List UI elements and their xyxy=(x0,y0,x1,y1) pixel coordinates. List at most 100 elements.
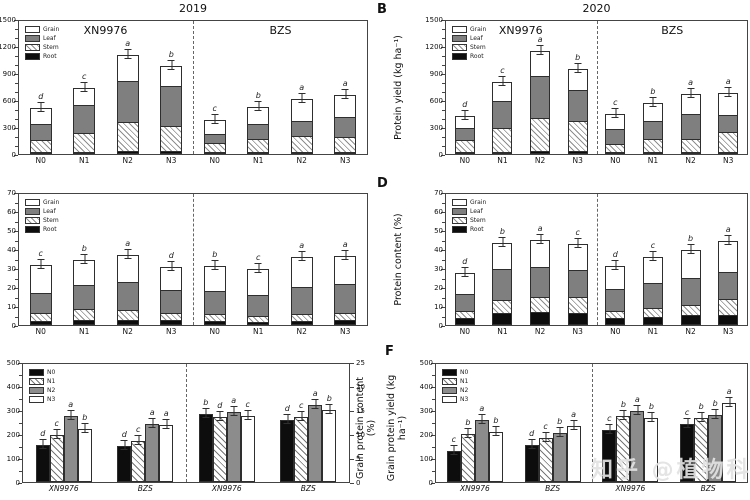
segment-stem xyxy=(291,313,312,322)
bar-n0 xyxy=(117,446,132,482)
segment-stem xyxy=(30,312,51,322)
panel-letter-F: F xyxy=(385,344,394,359)
error-bar xyxy=(148,418,156,429)
stacked-bar-n1 xyxy=(247,268,270,325)
segment-root xyxy=(493,151,512,153)
legend-swatch-n2-icon xyxy=(442,387,457,394)
sig-letter: d xyxy=(168,251,174,261)
legend-swatch-root-icon xyxy=(452,53,467,60)
segment-grain xyxy=(493,83,512,101)
legend-item: Grain xyxy=(452,26,486,33)
y-tick-label: 900 xyxy=(2,70,16,78)
error-bar xyxy=(461,110,469,121)
segment-leaf xyxy=(204,134,225,144)
bar-slot: c xyxy=(294,364,309,482)
error-bar xyxy=(341,249,349,260)
bar-slot: a xyxy=(159,364,174,482)
y-tick xyxy=(14,269,18,270)
legend: Grain Leaf Stem Root xyxy=(452,199,486,233)
segment-root xyxy=(74,320,95,324)
y-minor-tick xyxy=(15,278,18,280)
x-tick-label: N3 xyxy=(572,156,583,165)
segment-grain xyxy=(606,267,625,290)
half-left: d c a b XN9976 d c a a BZS xyxy=(23,364,186,493)
segment-stem xyxy=(455,139,474,153)
bar-slot: c N3 xyxy=(559,194,597,336)
legend-label: N3 xyxy=(47,396,56,403)
y-minor-tick xyxy=(442,83,445,84)
y-tick-label: 600 xyxy=(2,97,16,105)
half-right: b d a c XN9976 d c a b BZS xyxy=(186,364,349,493)
legend-label: Root xyxy=(43,226,57,233)
half-right: c N0 b N1 a N2 a N3 xyxy=(597,21,748,165)
segment-grain xyxy=(719,242,738,273)
segment-root xyxy=(455,317,474,324)
x-tick-label: N3 xyxy=(722,156,734,165)
legend-item: N2 xyxy=(29,387,55,394)
legend-swatch-root-icon xyxy=(25,53,40,60)
sig-letter: b xyxy=(326,394,332,404)
segment-root xyxy=(291,321,312,324)
y-minor-tick xyxy=(432,447,435,448)
x-tick-label: N3 xyxy=(340,327,351,336)
bar-slot: c xyxy=(131,364,146,482)
y-minor-tick xyxy=(442,29,445,30)
stacked-bar-n3 xyxy=(718,241,739,325)
error-bar xyxy=(211,114,219,125)
y-tick xyxy=(14,74,18,75)
bar-slot: d N3 xyxy=(150,194,194,336)
y-tick xyxy=(14,101,18,102)
right-axis-label: Grain protein content (%) xyxy=(355,377,377,479)
error-bar xyxy=(39,438,47,449)
stacked-bar-n1 xyxy=(492,243,513,325)
bar-slot: b xyxy=(460,364,475,482)
error-bar xyxy=(124,248,132,259)
x-tick-label: N0 xyxy=(35,156,46,165)
bar-slot: b xyxy=(694,364,709,482)
half-right: c N0 b N1 a N2 a N3 xyxy=(193,21,367,165)
error-bar xyxy=(297,410,305,421)
right-y-tick xyxy=(350,459,354,460)
y-tick-label: 300 xyxy=(6,407,20,415)
segment-grain xyxy=(74,261,95,286)
segment-leaf xyxy=(161,290,182,313)
bar-slot: b N1 xyxy=(63,194,107,336)
segment-stem xyxy=(335,136,356,152)
error-bar xyxy=(478,413,486,424)
y-tick xyxy=(14,20,18,21)
segment-leaf xyxy=(161,86,182,126)
group-label: BZS xyxy=(300,484,316,493)
plot-frame-A: Grain Leaf Stem Root d N0 c N1 a N2 b N3 c N0 b N1 a N2 a N… xyxy=(18,20,368,165)
legend-label: Grain xyxy=(470,26,487,33)
legend-swatch-grain-icon xyxy=(452,26,467,33)
error-bar xyxy=(124,49,132,59)
error-bar xyxy=(724,86,732,97)
segment-leaf xyxy=(531,267,550,298)
legend-swatch-stem-icon xyxy=(452,217,467,224)
bar-n1 xyxy=(49,435,64,482)
y-tick xyxy=(14,155,18,156)
y-tick-label: 40 xyxy=(7,246,16,254)
legend: Grain Leaf Stem Root xyxy=(25,199,59,233)
legend-swatch-root-icon xyxy=(25,226,40,233)
right-y-tick-label: 0 xyxy=(356,479,361,487)
bar-slot: d xyxy=(35,364,50,482)
bar-n0 xyxy=(524,444,539,482)
plot-frame-F: N0 N1 N2 N3 c b a b XN9976 d c b a BZS c b a b XN9976 c b b a B… xyxy=(435,363,748,493)
legend-label: N2 xyxy=(47,387,56,394)
x-tick-label: N1 xyxy=(79,327,90,336)
bar-slot: c xyxy=(240,364,255,482)
segment-stem xyxy=(719,132,738,152)
sig-letter: d xyxy=(121,430,127,439)
legend-item: Stem xyxy=(25,44,59,51)
x-tick-label: N0 xyxy=(459,327,471,336)
error-bar xyxy=(450,444,458,455)
segment-root xyxy=(493,312,512,324)
segment-stem xyxy=(719,298,738,315)
sig-letter: b xyxy=(575,53,581,63)
stacked-bar-n1 xyxy=(642,102,663,154)
segment-root xyxy=(117,320,138,324)
error-bar xyxy=(611,108,619,119)
bar-slot: a N2 xyxy=(521,21,559,165)
legend-swatch-n0-icon xyxy=(29,369,44,376)
